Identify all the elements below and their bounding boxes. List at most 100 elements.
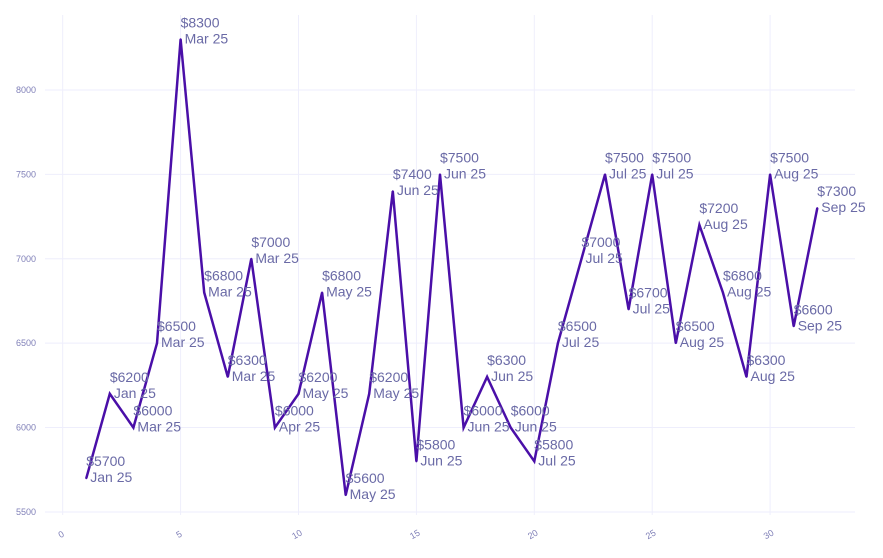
series-line — [85, 39, 819, 496]
data-label-month: Jul 25 — [633, 300, 671, 316]
data-label-value: $6700 — [629, 284, 668, 300]
data-label-month: Jun 25 — [491, 368, 533, 384]
data-label: $6800 Aug 25 — [723, 268, 772, 300]
data-label: $7000 Mar 25 — [251, 234, 299, 266]
y-tick-label: 5500 — [16, 507, 36, 517]
data-label-month: Jun 25 — [468, 419, 510, 435]
data-label-month: Jul 25 — [656, 165, 694, 181]
data-label-value: $5800 — [416, 436, 455, 452]
data-point — [627, 308, 630, 311]
data-point — [533, 460, 536, 463]
data-label-month: Aug 25 — [680, 334, 725, 350]
data-label-month: Sep 25 — [821, 199, 866, 215]
data-label: $6300 Mar 25 — [228, 352, 276, 384]
data-label-month: Jul 25 — [562, 334, 600, 350]
data-point — [226, 375, 229, 378]
data-label-month: May 25 — [350, 486, 396, 502]
data-point — [604, 173, 607, 176]
data-label: $7300 Sep 25 — [817, 183, 866, 215]
x-tick-label: 15 — [408, 528, 422, 542]
data-point — [344, 494, 347, 497]
data-label: $6300 Aug 25 — [747, 352, 796, 384]
data-label: $6800 Mar 25 — [204, 268, 252, 300]
data-label: $5700 Jan 25 — [86, 453, 132, 485]
data-label-month: Jun 25 — [444, 165, 486, 181]
data-label: $5600 May 25 — [346, 470, 396, 502]
data-label-month: Aug 25 — [751, 368, 796, 384]
data-label: $7400 Jun 25 — [393, 166, 439, 198]
data-label-month: Sep 25 — [798, 317, 843, 333]
data-label-month: Mar 25 — [185, 30, 229, 46]
data-point — [769, 173, 772, 176]
data-label-month: Apr 25 — [279, 419, 320, 435]
data-point — [297, 392, 300, 395]
data-label: $6200 May 25 — [369, 369, 419, 401]
data-point — [651, 173, 654, 176]
data-point — [368, 392, 371, 395]
data-point — [792, 325, 795, 328]
data-label-value: $5600 — [346, 470, 385, 486]
data-label: $6200 May 25 — [298, 369, 348, 401]
data-point — [816, 207, 819, 210]
data-label-month: Aug 25 — [727, 284, 772, 300]
x-tick-label: 0 — [57, 529, 66, 540]
data-label: $6200 Jan 25 — [110, 369, 156, 401]
data-label-value: $6000 — [133, 403, 172, 419]
data-point — [250, 257, 253, 260]
x-tick-label: 25 — [644, 528, 658, 542]
data-point — [486, 375, 489, 378]
data-label-value: $6600 — [794, 301, 833, 317]
data-label-value: $7500 — [440, 149, 479, 165]
data-label-value: $7000 — [251, 234, 290, 250]
data-label-month: Mar 25 — [137, 419, 181, 435]
data-label-value: $8300 — [181, 14, 220, 30]
data-point — [580, 257, 583, 260]
x-tick-label: 10 — [290, 528, 304, 542]
data-label: $6600 Sep 25 — [794, 301, 843, 333]
data-label: $6700 Jul 25 — [629, 284, 671, 316]
data-label: $7500 Jul 25 — [652, 149, 694, 181]
data-label-value: $6500 — [676, 318, 715, 334]
data-label-month: Mar 25 — [161, 334, 205, 350]
data-label-value: $7400 — [393, 166, 432, 182]
data-label-value: $6300 — [487, 352, 526, 368]
data-label-value: $6800 — [322, 268, 361, 284]
data-label-month: Jun 25 — [420, 452, 462, 468]
data-point — [721, 291, 724, 294]
data-label: $6000 Mar 25 — [133, 403, 181, 435]
data-label: $6500 Jul 25 — [558, 318, 600, 350]
data-label: $7500 Jul 25 — [605, 149, 647, 181]
data-label-month: Jan 25 — [114, 385, 156, 401]
data-label: $5800 Jun 25 — [416, 436, 462, 468]
data-label-value: $6000 — [511, 403, 550, 419]
data-label: $6000 Jun 25 — [511, 403, 557, 435]
data-label: $7500 Jun 25 — [440, 149, 486, 181]
data-point — [674, 342, 677, 345]
data-label-month: May 25 — [302, 385, 348, 401]
data-label-month: Jun 25 — [397, 182, 439, 198]
data-label-month: Jul 25 — [585, 250, 623, 266]
x-tick-label: 20 — [526, 528, 540, 542]
data-label-month: Aug 25 — [703, 216, 748, 232]
data-label: $6000 Apr 25 — [275, 403, 320, 435]
data-label: $6000 Jun 25 — [464, 403, 510, 435]
y-tick-label: 6000 — [16, 423, 36, 433]
y-tick-label: 6500 — [16, 338, 36, 348]
data-label-value: $7500 — [652, 149, 691, 165]
data-label-value: $7500 — [605, 149, 644, 165]
data-label-value: $6500 — [558, 318, 597, 334]
data-point — [321, 291, 324, 294]
y-tick-label: 8000 — [16, 85, 36, 95]
data-label-month: Mar 25 — [255, 250, 299, 266]
data-label-value: $6300 — [228, 352, 267, 368]
data-label: $7500 Aug 25 — [770, 149, 819, 181]
data-label-value: $6200 — [298, 369, 337, 385]
data-point — [156, 342, 159, 345]
data-label-month: Mar 25 — [208, 284, 252, 300]
data-point — [108, 392, 111, 395]
data-point — [745, 375, 748, 378]
data-label-value: $6800 — [204, 268, 243, 284]
data-point — [391, 190, 394, 193]
data-point — [203, 291, 206, 294]
